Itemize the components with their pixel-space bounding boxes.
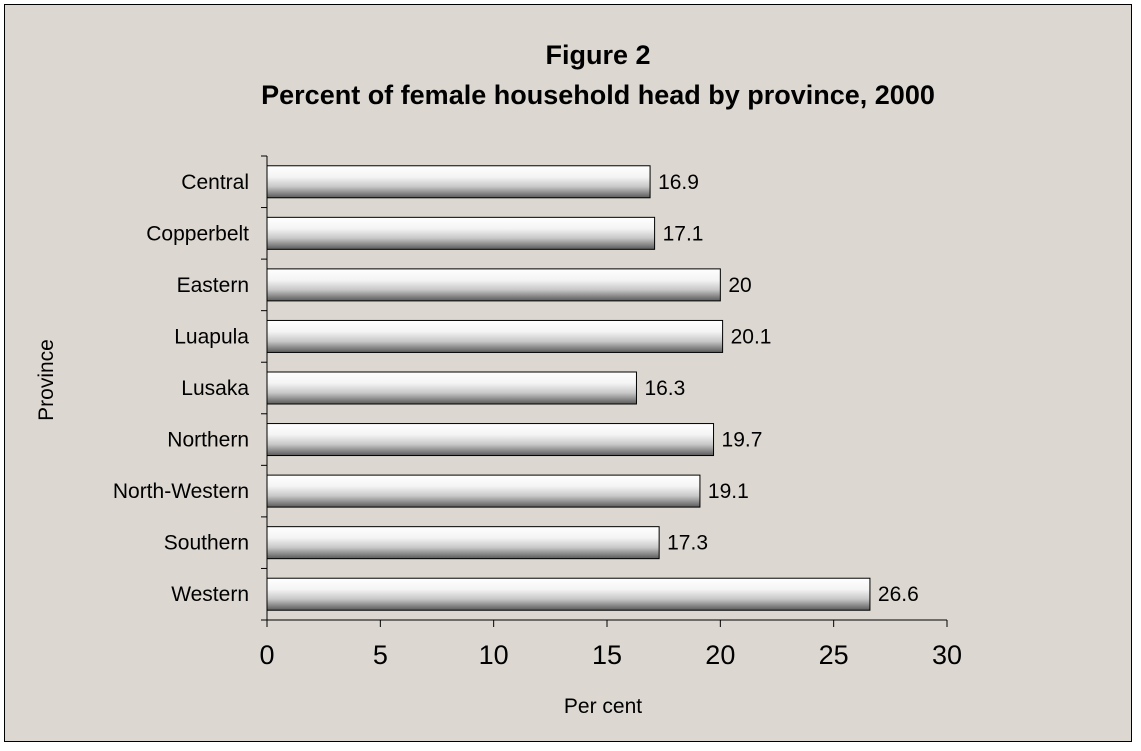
x-tick-label: 25 bbox=[819, 640, 849, 670]
category-label: Copperbelt bbox=[146, 222, 249, 245]
x-tick-label: 10 bbox=[479, 640, 509, 670]
chart-frame: Figure 2 Percent of female household hea… bbox=[4, 4, 1132, 742]
bar-eastern bbox=[266, 268, 721, 302]
bar-lusaka bbox=[266, 371, 637, 405]
category-label: Southern bbox=[164, 532, 249, 555]
data-label: 17.1 bbox=[663, 222, 704, 245]
chart-title-line1: Figure 2 bbox=[545, 40, 650, 70]
bar-chart: Figure 2 Percent of female household hea… bbox=[35, 40, 962, 718]
category-label: Western bbox=[171, 583, 249, 606]
data-label: 16.3 bbox=[644, 377, 685, 400]
x-tick-label: 5 bbox=[373, 640, 388, 670]
chart-title-line2: Percent of female household head by prov… bbox=[261, 80, 935, 110]
bar-luapula bbox=[266, 319, 724, 353]
plot-area: Central 16.9 Copperbelt 17.1 Eastern 20 Luapul… bbox=[113, 155, 962, 670]
x-tick-label: 30 bbox=[932, 640, 962, 670]
data-label: 19.7 bbox=[722, 429, 763, 452]
y-axis-title: Province bbox=[35, 339, 58, 421]
bar-north-western bbox=[266, 474, 701, 508]
data-label: 26.6 bbox=[878, 583, 919, 606]
data-label: 20 bbox=[728, 274, 751, 297]
data-label: 16.9 bbox=[658, 171, 699, 194]
data-label: 17.3 bbox=[667, 532, 708, 555]
category-label: Northern bbox=[167, 429, 249, 452]
category-label: North-Western bbox=[113, 480, 249, 503]
data-label: 20.1 bbox=[731, 325, 772, 348]
bar-western bbox=[266, 577, 871, 611]
x-tick-label: 15 bbox=[592, 640, 622, 670]
data-label: 19.1 bbox=[708, 480, 749, 503]
bar-copperbelt bbox=[266, 216, 656, 250]
category-label: Eastern bbox=[177, 274, 249, 297]
bar-central bbox=[266, 165, 651, 199]
category-label: Central bbox=[181, 171, 249, 194]
bar-southern bbox=[266, 526, 660, 560]
x-axis-title: Per cent bbox=[564, 695, 642, 718]
x-tick-label: 20 bbox=[705, 640, 735, 670]
x-tick-label: 0 bbox=[259, 640, 274, 670]
bar-northern bbox=[266, 423, 715, 457]
category-label: Lusaka bbox=[181, 377, 249, 400]
category-label: Luapula bbox=[174, 325, 249, 348]
